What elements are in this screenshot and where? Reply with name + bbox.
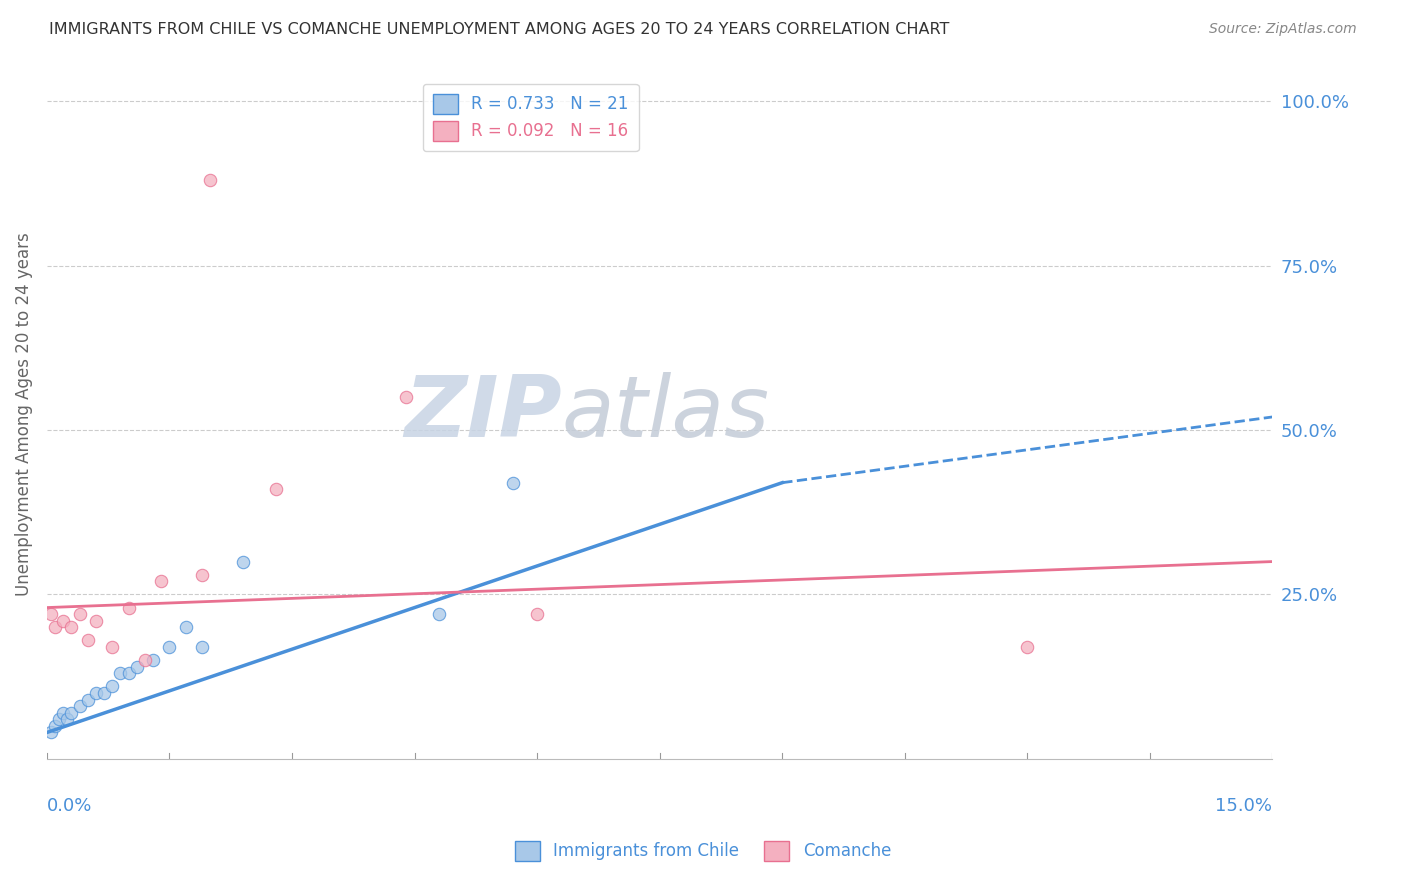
Point xyxy=(526,607,548,622)
Point xyxy=(117,600,139,615)
Y-axis label: Unemployment Among Ages 20 to 24 years: Unemployment Among Ages 20 to 24 years xyxy=(15,232,32,596)
Point xyxy=(502,475,524,490)
Point xyxy=(60,706,83,720)
Point xyxy=(84,614,107,628)
Point xyxy=(142,653,165,667)
Point xyxy=(48,712,70,726)
Point xyxy=(117,666,139,681)
Text: ZIP: ZIP xyxy=(404,372,561,455)
Legend: R = 0.733   N = 21, R = 0.092   N = 16: R = 0.733 N = 21, R = 0.092 N = 16 xyxy=(423,84,638,151)
Text: atlas: atlas xyxy=(561,372,769,455)
Point xyxy=(60,620,83,634)
Point xyxy=(125,659,148,673)
Point xyxy=(44,620,66,634)
Point xyxy=(69,699,91,714)
Text: Source: ZipAtlas.com: Source: ZipAtlas.com xyxy=(1209,22,1357,37)
Point xyxy=(84,686,107,700)
Point xyxy=(39,607,62,622)
Point xyxy=(150,574,173,589)
Point xyxy=(134,653,156,667)
Point xyxy=(427,607,450,622)
Point xyxy=(174,620,197,634)
Point xyxy=(101,640,124,654)
Point xyxy=(44,719,66,733)
Point xyxy=(232,555,254,569)
Point xyxy=(395,390,418,404)
Text: IMMIGRANTS FROM CHILE VS COMANCHE UNEMPLOYMENT AMONG AGES 20 TO 24 YEARS CORRELA: IMMIGRANTS FROM CHILE VS COMANCHE UNEMPL… xyxy=(49,22,949,37)
Point xyxy=(159,640,181,654)
Point xyxy=(69,607,91,622)
Point xyxy=(76,633,98,648)
Point xyxy=(101,680,124,694)
Point xyxy=(1017,640,1039,654)
Point xyxy=(39,725,62,739)
Point xyxy=(191,640,214,654)
Point xyxy=(56,712,79,726)
Point xyxy=(264,482,287,496)
Point xyxy=(52,706,75,720)
Point xyxy=(93,686,115,700)
Point xyxy=(191,567,214,582)
Point xyxy=(200,173,222,187)
Text: 15.0%: 15.0% xyxy=(1215,797,1272,814)
Point xyxy=(110,666,132,681)
Point xyxy=(52,614,75,628)
Text: 0.0%: 0.0% xyxy=(46,797,93,814)
Point xyxy=(76,692,98,706)
Legend: Immigrants from Chile, Comanche: Immigrants from Chile, Comanche xyxy=(509,834,897,868)
